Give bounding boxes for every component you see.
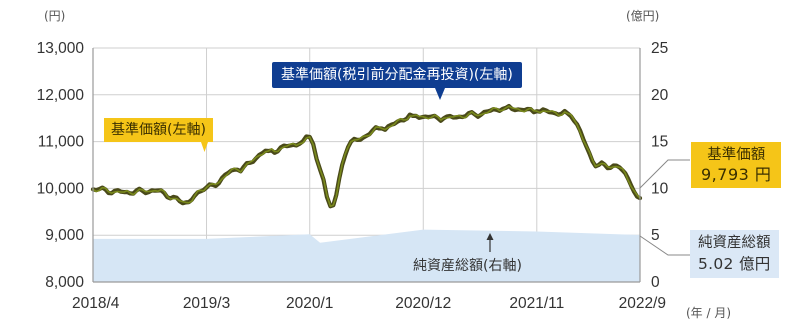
total-assets-area xyxy=(93,229,640,282)
callout-total-assets-leader xyxy=(639,235,690,256)
nav-series xyxy=(90,103,643,209)
x-axis-tick-label: 2020/1 xyxy=(286,295,333,312)
left-axis-tick-label: 9,000 xyxy=(45,227,84,244)
left-axis-tick-label: 10,000 xyxy=(37,180,85,197)
left-axis-tick-label: 12,000 xyxy=(37,87,85,104)
right-axis-tick-label: 15 xyxy=(651,134,668,151)
left-axis-tick-label: 8,000 xyxy=(45,274,84,291)
latest-nav-title: 基準価額 xyxy=(707,147,766,163)
nav-line xyxy=(92,105,641,207)
x-axis-unit: (年 / 月) xyxy=(686,306,731,320)
latest-nav-value: 9,793 円 xyxy=(701,165,772,184)
right-axis-tick-label: 10 xyxy=(651,180,669,197)
callout-nav-left-pointer xyxy=(201,142,208,152)
latest-total-assets-title: 純資産総額 xyxy=(698,235,771,251)
right-axis-unit: (億円) xyxy=(626,9,659,23)
total-assets-axis-label: 純資産総額(右軸) xyxy=(413,258,522,274)
x-axis-tick-label: 2021/11 xyxy=(509,295,564,312)
callout-pointers xyxy=(201,88,690,256)
x-axis-tick-label: 2018/4 xyxy=(72,295,120,312)
callout-latest-nav: 基準価額 9,793 円 xyxy=(691,142,782,188)
right-axis-tick-label: 0 xyxy=(651,274,660,291)
axes: 13,000 12,000 11,000 10,000 9,000 8,000 25 20 15… xyxy=(37,40,669,312)
latest-total-assets-value: 5.02 億円 xyxy=(698,255,771,273)
right-axis-tick-label: 20 xyxy=(651,87,669,104)
x-axis-tick-label: 2019/3 xyxy=(183,295,230,312)
left-axis-unit: (円) xyxy=(44,9,65,23)
callout-nav-reinvested: 基準価額(税引前分配金再投資)(左軸) xyxy=(272,62,522,88)
total-assets-axis-pointer-head xyxy=(486,233,494,240)
x-axis-tick-label: 2020/12 xyxy=(395,295,451,312)
x-axis-tick-label: 2022/9 xyxy=(619,295,666,312)
right-axis-tick-label: 25 xyxy=(651,40,668,57)
right-axis-tick-label: 5 xyxy=(651,227,660,244)
callout-nav-left-axis: 基準価額(左軸) xyxy=(104,118,213,142)
left-axis-tick-label: 13,000 xyxy=(37,40,85,57)
left-axis-tick-label: 11,000 xyxy=(38,134,85,151)
callout-nav-reinvest-pointer xyxy=(435,88,445,100)
callout-latest-total-assets: 純資産総額 5.02 億円 xyxy=(690,230,779,278)
callout-nav-value-leader xyxy=(639,159,690,189)
total-assets-area-fill xyxy=(93,229,640,282)
